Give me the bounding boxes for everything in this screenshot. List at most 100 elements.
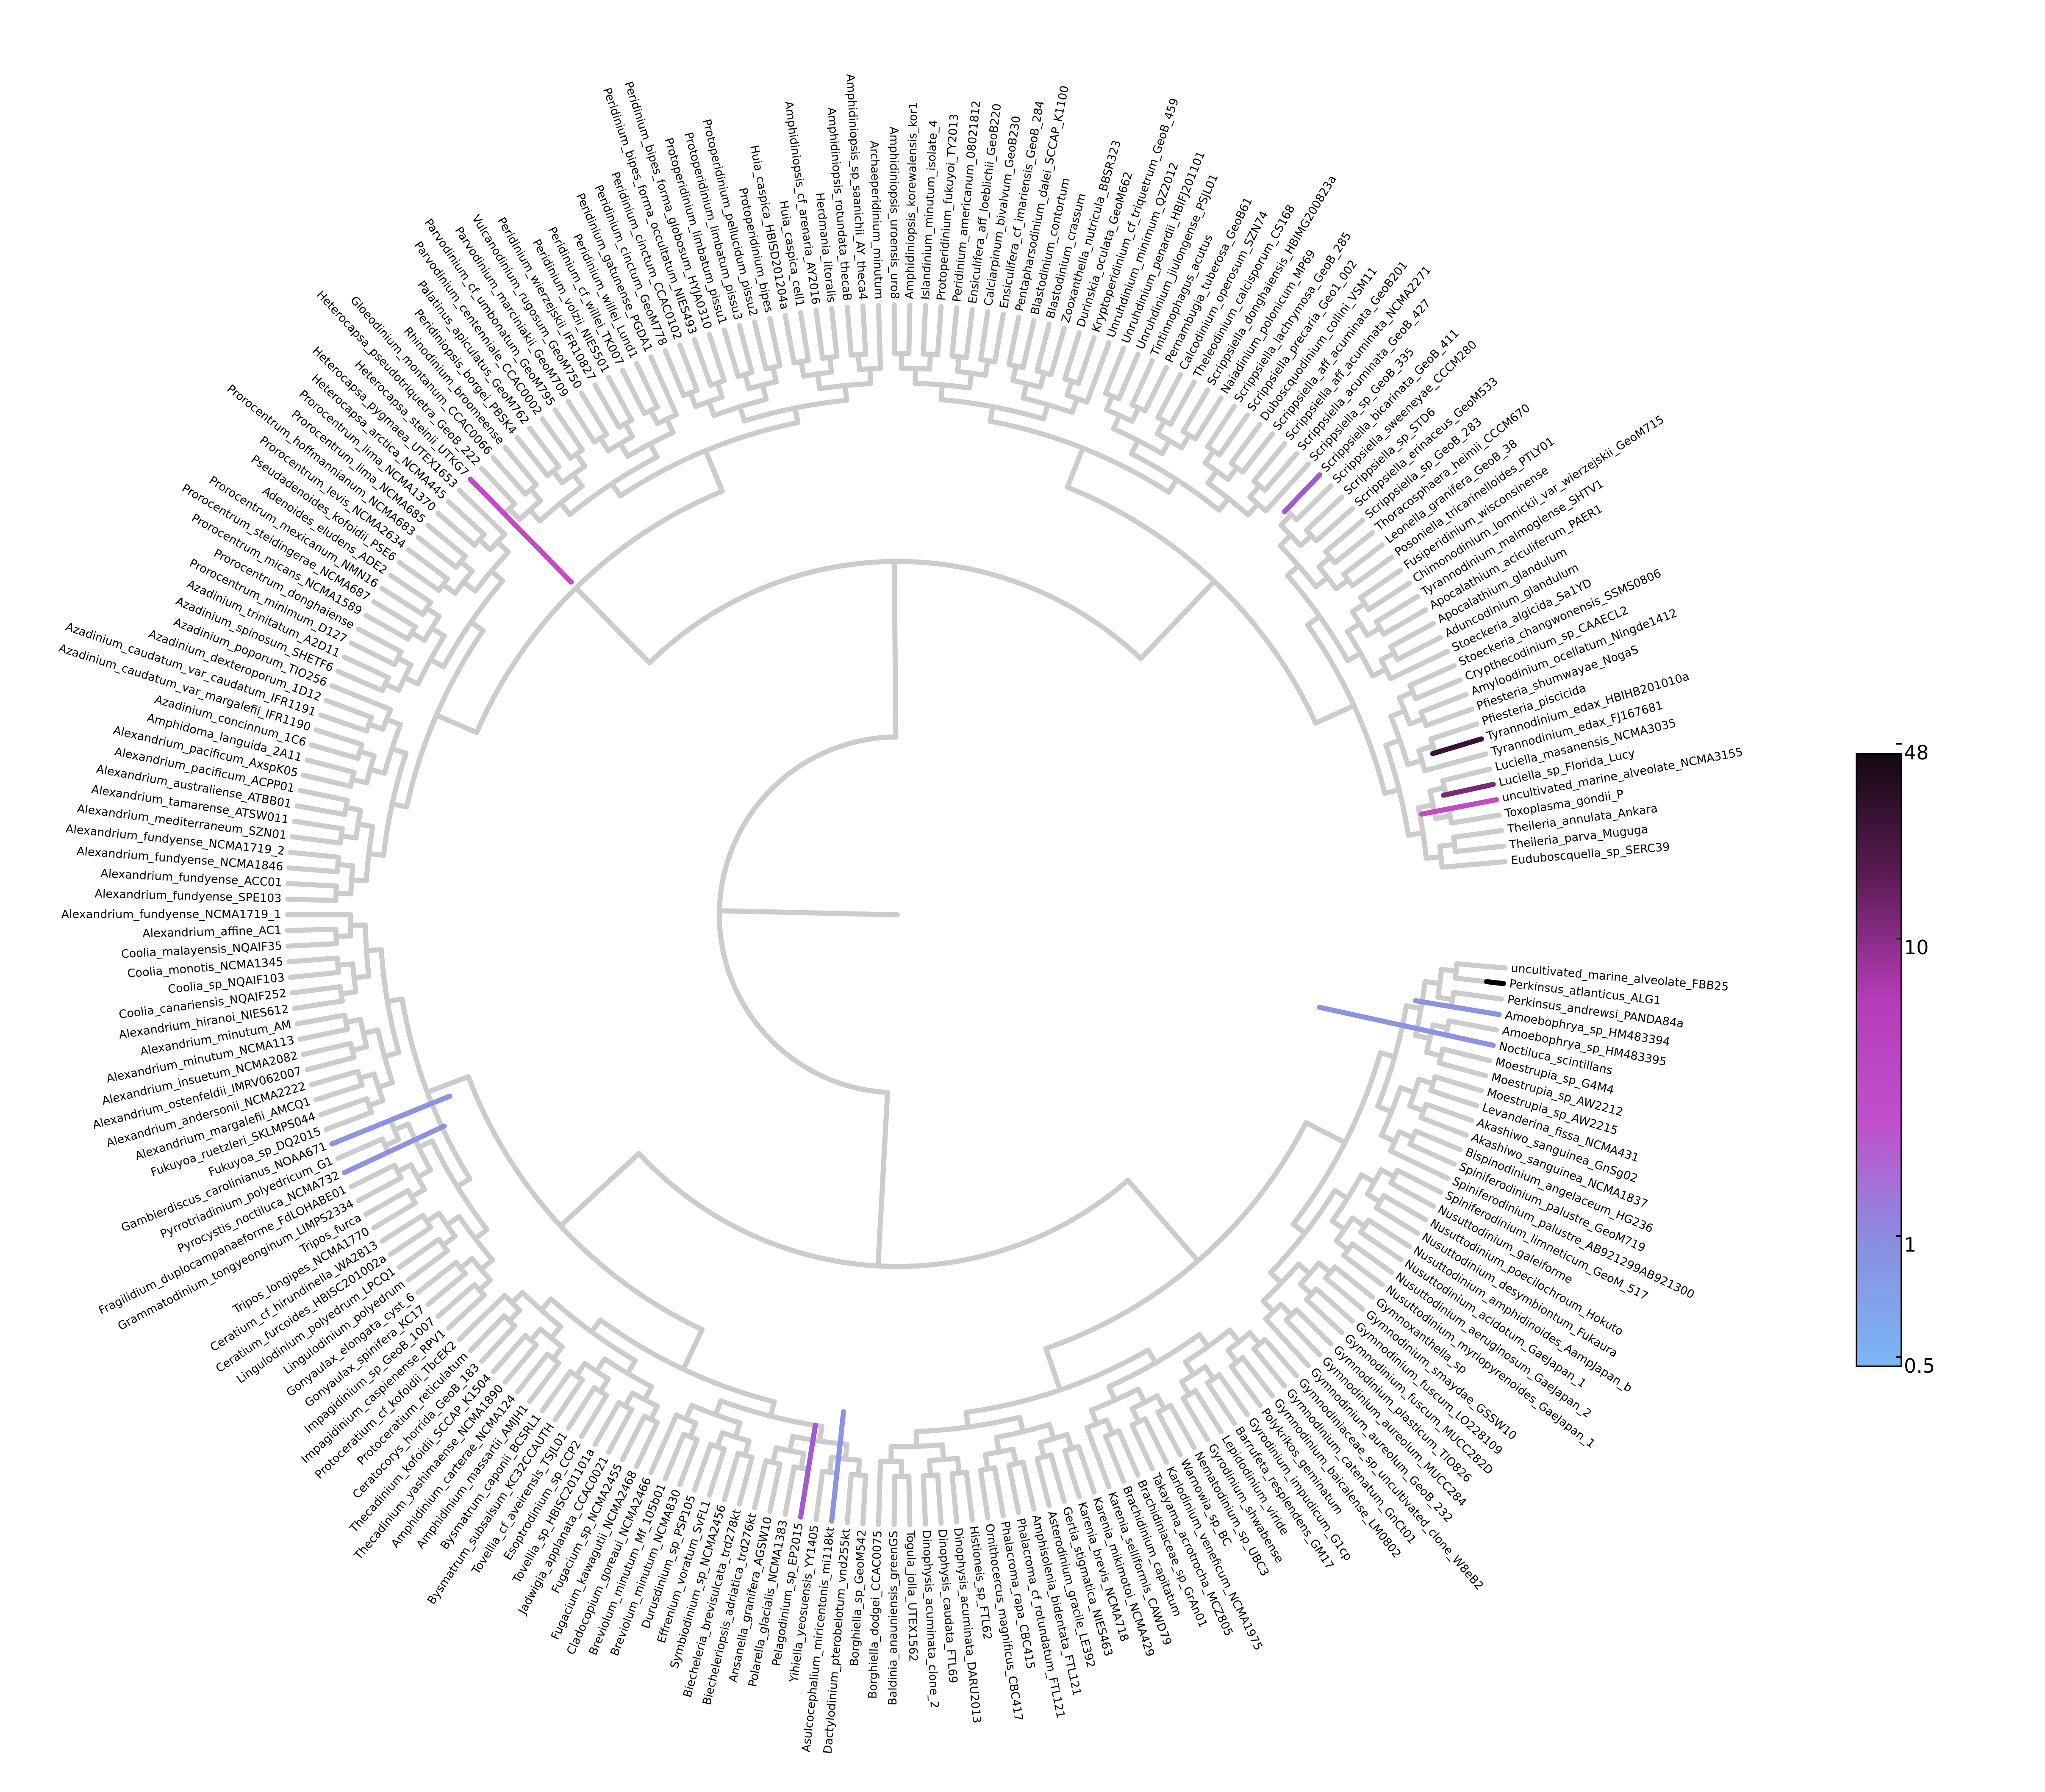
- tree-branch: [1334, 577, 1351, 592]
- tree-branch: [752, 1458, 769, 1511]
- tree-branch: [395, 655, 414, 667]
- tree-branch: [397, 1237, 441, 1270]
- tree-branch: [1229, 422, 1263, 466]
- tree-branch: [371, 1200, 418, 1231]
- tree-branch: [770, 365, 779, 385]
- tree-branch: [1205, 1380, 1237, 1426]
- tree-branch: [715, 380, 725, 400]
- tree-branch: [305, 757, 357, 775]
- tree-branch: [1440, 766, 1493, 784]
- tree-branch: [912, 366, 918, 386]
- tip-label: Borghiella_dodgei_CCAC0075: [866, 1530, 884, 1699]
- tree-branch: [1441, 781, 1496, 798]
- tree-branch: [1313, 575, 1330, 590]
- tree-branch: [1247, 483, 1262, 500]
- tree-branch: [472, 1227, 490, 1241]
- tree-branch: [1298, 1282, 1314, 1297]
- tree-branch: [1069, 396, 1080, 415]
- tree-branch: [1378, 1050, 1397, 1060]
- tree-branch: [579, 390, 609, 437]
- tree-branch: [949, 1471, 960, 1525]
- tree-branch: [1334, 1238, 1351, 1252]
- tree-branch: [389, 801, 409, 810]
- tree-branch: [468, 1313, 507, 1353]
- tree-branch: [988, 404, 996, 424]
- tree-branch: [1104, 393, 1115, 413]
- tree-branch: [935, 1472, 944, 1526]
- tree-branch: [478, 1257, 495, 1272]
- tree-branch: [875, 1090, 890, 1269]
- tree-branch: [343, 1016, 363, 1025]
- tree-branch: [1304, 494, 1345, 533]
- tree-branch: [935, 304, 944, 357]
- tree-branch: [1202, 448, 1216, 466]
- tree-branch: [289, 834, 343, 846]
- tree-branch: [1440, 1046, 1493, 1064]
- tree-branch: [446, 499, 487, 537]
- tree-branch: [349, 877, 369, 884]
- tree-branch: [329, 683, 393, 712]
- tree-branch: [1423, 854, 1444, 861]
- tree-branch: [1103, 346, 1126, 396]
- tree-branch: [335, 862, 355, 869]
- tree-branch: [1180, 1396, 1210, 1443]
- tree-branch: [683, 1403, 694, 1422]
- tree-branch: [706, 399, 717, 418]
- tree-branch: [891, 1473, 897, 1527]
- tree-branch: [552, 1377, 585, 1423]
- tree-branch: [550, 468, 565, 485]
- tree-branch: [477, 1277, 493, 1293]
- tree-branch: [860, 1473, 869, 1526]
- tip-label: Alexandrium_fundyense_SPE103: [94, 887, 282, 905]
- tree-branch: [1436, 1060, 1489, 1078]
- tree-branch: [1388, 708, 1407, 719]
- tree-branch: [799, 1451, 807, 1471]
- tree-branch: [366, 851, 386, 858]
- tree-branch: [376, 1080, 395, 1090]
- tree-branch: [955, 354, 962, 374]
- tree-branch: [333, 890, 354, 897]
- tree-branch: [1388, 1148, 1450, 1181]
- tree-branch: [1196, 1332, 1211, 1349]
- tree-branch: [1251, 441, 1287, 484]
- tree-branch: [1106, 1384, 1118, 1403]
- tree-branch: [715, 1430, 725, 1449]
- colorbar-tick-label: 0.5: [1904, 1354, 1935, 1377]
- tree-branch: [1089, 1407, 1099, 1426]
- tree-branch: [1103, 1434, 1126, 1484]
- tree-branch: [1183, 1359, 1196, 1377]
- tree-branch: [982, 1451, 991, 1472]
- tree-branch: [1034, 321, 1052, 374]
- tree-branch: [339, 833, 359, 841]
- tree-branch: [1006, 1462, 1021, 1515]
- tree-branch: [477, 537, 493, 552]
- tree-branch: [297, 1027, 350, 1042]
- tree-branch: [1260, 1298, 1276, 1314]
- tree-branch: [479, 465, 517, 507]
- tree-branch: [760, 382, 769, 402]
- tree-branch: [415, 1260, 459, 1295]
- tree-branch: [792, 405, 801, 425]
- tree-branch: [813, 307, 825, 361]
- tree-branch: [297, 788, 350, 803]
- tree-branches: [285, 302, 1508, 1527]
- tree-branch: [618, 441, 630, 459]
- tree-branch: [1240, 431, 1275, 475]
- tree-branch: [1454, 961, 1508, 971]
- tree-branch: [1350, 1241, 1394, 1275]
- tree-branch: [343, 805, 363, 813]
- tree-branch: [817, 1424, 825, 1444]
- tree-branch: [891, 559, 899, 740]
- tree-branch: [1358, 568, 1403, 600]
- tree-branch: [1020, 1460, 1037, 1512]
- tree-branch: [1142, 1416, 1169, 1465]
- tree-branch: [1138, 579, 1217, 661]
- tree-branch: [1365, 625, 1383, 638]
- tree-branch: [502, 1342, 539, 1385]
- tree-branch: [558, 500, 573, 517]
- tree-branch: [313, 1082, 365, 1102]
- tree-branch: [383, 1137, 402, 1148]
- tree-branch: [707, 332, 727, 383]
- tree-branch: [527, 507, 543, 523]
- tree-branch: [292, 998, 345, 1011]
